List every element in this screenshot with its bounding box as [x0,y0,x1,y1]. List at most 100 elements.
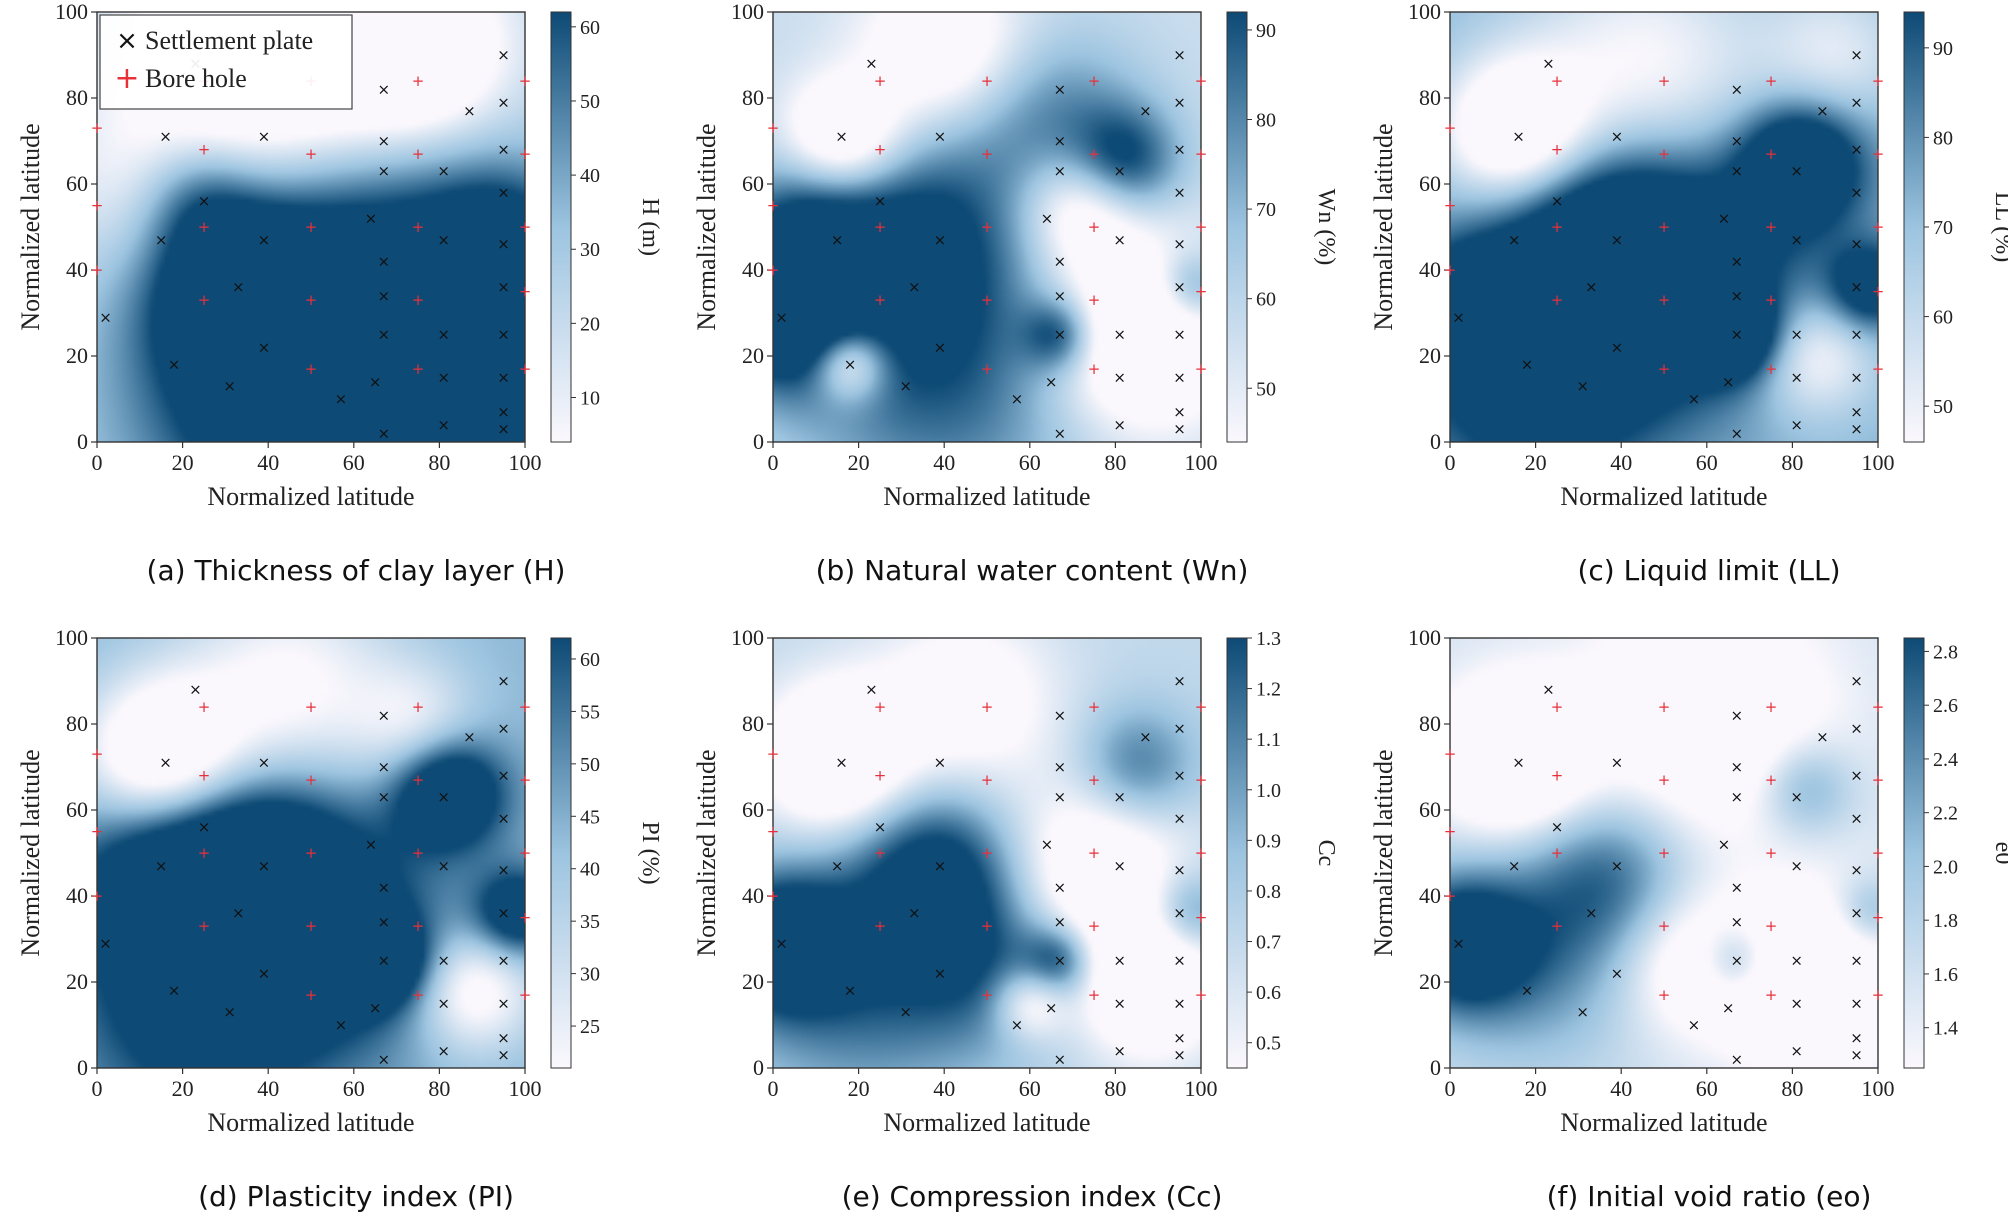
settlement-plate-marker: × [934,964,947,982]
y-axis-label: Normalized latitude [16,123,45,330]
x-tick-label: 40 [933,450,955,475]
settlement-plate-marker: × [1542,681,1555,699]
settlement-plate-marker: × [1850,1029,1863,1047]
settlement-plate-marker: × [1053,132,1066,150]
x-axis-label: Normalized latitude [207,482,414,511]
bore-hole-marker: + [767,887,780,905]
settlement-plate-marker: × [1722,999,1735,1017]
settlement-plate-marker: × [934,128,947,146]
settlement-plate-marker: × [437,857,450,875]
settlement-plate-marker: × [1730,913,1743,931]
y-tick-label: 0 [1430,429,1441,454]
x-tick-label: 40 [257,450,279,475]
y-tick-label: 20 [742,969,764,994]
settlement-plate-marker: × [1730,80,1743,98]
settlement-plate-marker: × [437,788,450,806]
colorbar [1226,11,1248,443]
settlement-plate-marker: × [1816,102,1829,120]
settlement-plate-marker: × [908,278,921,296]
y-tick-label: 20 [742,343,764,368]
settlement-plate-marker: × [1045,999,1058,1017]
bore-hole-marker: + [1195,986,1208,1004]
heatmap-image [773,638,1201,1068]
settlement-plate-marker: × [159,754,172,772]
x-tick-label: 40 [257,1076,279,1101]
x-tick-label: 80 [1104,1076,1126,1101]
settlement-plate-marker: × [1173,719,1186,737]
bore-hole-marker: + [874,844,887,862]
legend-label-bore-hole: Bore hole [145,64,247,93]
bore-hole-marker: + [1765,986,1778,1004]
bore-hole-marker: + [412,145,425,163]
settlement-plate-marker: × [1173,1046,1186,1064]
y-tick-label: 40 [66,883,88,908]
heatmap-image [1450,638,1878,1068]
bore-hole-marker: + [198,291,211,309]
x-axis-label: Normalized latitude [883,482,1090,511]
bore-hole-marker: + [981,771,994,789]
settlement-plate-marker: × [1173,184,1186,202]
settlement-plate-marker: × [437,162,450,180]
x-tick-label: 80 [428,1076,450,1101]
bore-hole-marker: + [1551,917,1564,935]
colorbar-tick-label: 50 [1933,396,1953,418]
panel-caption: (a) Thickness of clay layer (H) [147,554,566,587]
bore-hole-marker: + [1088,218,1101,236]
bore-hole-marker: + [1765,917,1778,935]
settlement-plate-marker: × [377,952,390,970]
colorbar [550,637,572,1069]
settlement-plate-marker: × [1173,952,1186,970]
bore-hole-marker: + [519,771,532,789]
settlement-plate-marker: × [1053,788,1066,806]
settlement-plate-marker: × [497,995,510,1013]
colorbar-tick-label: 2.6 [1933,695,1958,717]
bore-hole-marker: + [519,72,532,90]
settlement-plate-marker: × [335,1016,348,1034]
plot-frame [1449,637,1879,1069]
bore-hole-marker: + [981,917,994,935]
colorbar-tick-label: 70 [1256,199,1276,221]
settlement-plate-marker: × [1053,162,1066,180]
settlement-plate-marker: × [377,132,390,150]
bore-hole-marker: + [1765,145,1778,163]
bore-hole-marker: + [981,844,994,862]
x-tick-label: 20 [172,450,194,475]
bore-hole-marker: + [1088,145,1101,163]
bore-hole-marker: + [519,283,532,301]
y-tick-label: 100 [731,625,764,650]
colorbar-tick-label: 70 [1933,217,1953,239]
settlement-plate-marker: × [1790,952,1803,970]
bore-hole-marker: + [767,119,780,137]
colorbar-label: H (m) [637,198,663,256]
bore-hole-marker: + [1195,360,1208,378]
bore-hole-marker: + [1765,360,1778,378]
colorbar-label: Cc [1313,840,1339,867]
settlement-plate-marker: × [497,326,510,344]
colorbar-tick-label: 1.0 [1256,780,1281,802]
settlement-plate-marker: × [1053,1050,1066,1068]
plot-frame [772,637,1202,1069]
settlement-plate-marker: × [1730,1050,1743,1068]
settlement-plate-marker: × [377,788,390,806]
chart-panel: 0 20 40 60 80 100 0 20 40 60 80 100 Normalized latit… [1369,625,2008,1213]
settlement-plate-marker: × [1850,93,1863,111]
bore-hole-marker: + [1658,291,1671,309]
settlement-plate-marker: × [1730,252,1743,270]
settlement-plate-marker: × [934,338,947,356]
bore-hole-marker: + [1765,72,1778,90]
settlement-plate-marker: × [934,231,947,249]
x-tick-label: 0 [92,1076,103,1101]
bore-hole-marker: + [1872,844,1885,862]
settlement-plate-marker: × [369,999,382,1017]
settlement-plate-marker: × [1790,369,1803,387]
x-axis-label: Normalized latitude [1560,482,1767,511]
settlement-plate-marker: × [1113,369,1126,387]
bore-hole-marker: + [1872,145,1885,163]
settlement-plate-marker: × [1173,861,1186,879]
y-tick-label: 40 [1419,883,1441,908]
settlement-plate-marker: × [1508,231,1521,249]
bore-hole-marker: + [305,360,318,378]
colorbar-tick-label: 40 [580,859,600,881]
bore-hole-marker: + [1872,698,1885,716]
x-tick-label: 20 [1525,450,1547,475]
